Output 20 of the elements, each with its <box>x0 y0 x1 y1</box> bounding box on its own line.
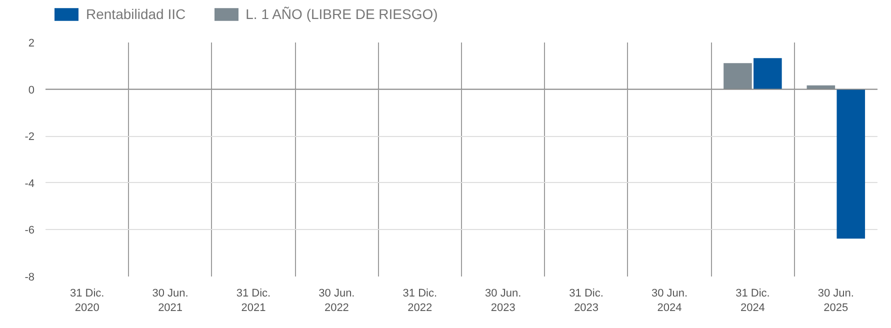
x-tick-label: 31 Dic. 2020 <box>70 288 104 314</box>
y-tick-label: -2 <box>24 131 34 144</box>
x-tick-label: 31 Dic. 2022 <box>402 288 438 314</box>
bar <box>836 89 866 239</box>
x-tick-label: 30 Jun. 2025 <box>818 288 854 314</box>
y-tick-label: -6 <box>24 224 34 237</box>
y-tick-label: -8 <box>24 272 34 284</box>
legend-label: Rentabilidad IIC <box>86 6 186 22</box>
x-tick-label: 31 Dic. 2021 <box>236 288 271 314</box>
x-tick-label: 30 Jun. 2024 <box>651 288 688 314</box>
x-tick-label: 30 Jun. 2023 <box>485 288 522 314</box>
x-tick-label: 30 Jun. 2021 <box>152 288 188 314</box>
y-tick-label: -4 <box>24 178 34 190</box>
x-tick-label: 31 Dic. 2024 <box>736 288 770 314</box>
x-tick-label: 31 Dic. 2023 <box>569 288 604 314</box>
legend-label: L. 1 AÑO (LIBRE DE RIESGO) <box>246 6 438 22</box>
x-tick-label: 30 Jun. 2022 <box>318 288 355 314</box>
bar <box>754 58 782 90</box>
y-tick-label: 2 <box>28 38 35 50</box>
y-tick-label: 0 <box>28 84 35 96</box>
